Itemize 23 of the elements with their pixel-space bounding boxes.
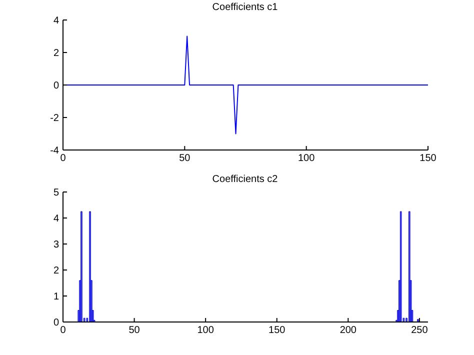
x-tick-label: 50 (179, 153, 191, 164)
x-tick-label: 250 (411, 325, 428, 336)
x-tick-label: 150 (420, 153, 437, 164)
y-tick-label: 0 (53, 318, 60, 329)
chart-title: Coefficients c2 (211, 174, 279, 185)
y-tick-label: 2 (53, 48, 60, 60)
y-tick-label: 4 (53, 214, 60, 225)
x-tick-label: 200 (340, 325, 357, 336)
x-tick-label: 100 (197, 325, 214, 336)
x-tick-label: 150 (268, 325, 286, 336)
y-tick-label: 3 (53, 240, 60, 251)
x-tick-label: 0 (60, 153, 66, 164)
y-tick-label: 4 (53, 16, 60, 27)
x-tick-label: 100 (298, 153, 316, 164)
y-tick-label: 0 (53, 80, 60, 92)
y-tick-label: 1 (53, 292, 60, 303)
y-tick-label: -4 (50, 146, 60, 157)
chart-title: Coefficients c1 (211, 2, 279, 13)
x-tick-label: 0 (60, 325, 66, 336)
y-tick-label: 5 (53, 188, 60, 199)
x-tick-label: 50 (128, 325, 140, 336)
y-tick-label: -2 (50, 113, 60, 124)
y-tick-label: 2 (53, 266, 60, 277)
